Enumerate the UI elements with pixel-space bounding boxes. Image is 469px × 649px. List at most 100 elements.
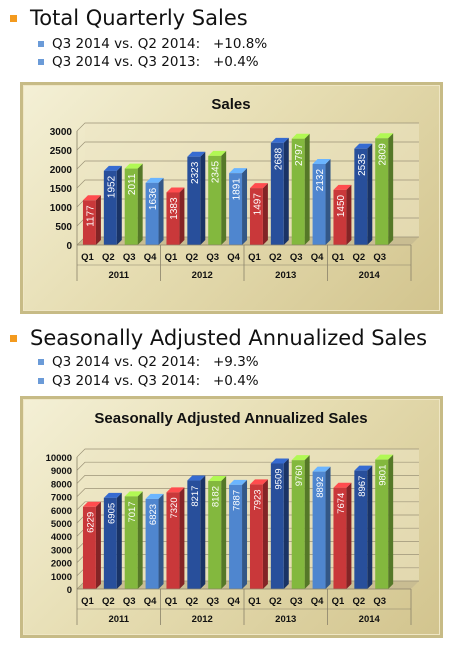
bar-2014-q2: [354, 148, 368, 245]
bar-value-label: 2011: [127, 173, 138, 195]
bar-side: [325, 158, 331, 245]
bar-value-label: 7017: [127, 501, 138, 522]
bar-side: [346, 184, 352, 245]
bar-value-label: 7923: [252, 489, 263, 510]
bar-value-label: 9509: [273, 468, 284, 489]
quarter-label: Q4: [311, 252, 324, 263]
quarter-label: Q2: [185, 596, 198, 607]
bar-top: [166, 487, 185, 493]
bar-2012-q1: [166, 192, 180, 245]
blue-square-bullet-icon: [38, 378, 44, 384]
chart-title: Seasonally Adjusted Annualized Sales: [94, 410, 367, 427]
bar-2013-q2: [270, 463, 284, 589]
quarter-label: Q4: [144, 596, 157, 607]
quarter-label: Q1: [332, 596, 345, 607]
bar-side: [137, 163, 143, 245]
y-tick-label: 2000: [50, 165, 73, 176]
bar-side: [95, 195, 101, 245]
bar-value-label: 1636: [148, 187, 159, 210]
bar-value-label: 8182: [211, 486, 222, 507]
year-label: 2012: [192, 270, 213, 281]
year-label: 2013: [275, 614, 296, 625]
bar-side: [388, 454, 394, 589]
comparison-bullet: Q3 2014 vs. Q2 2014: +9.3%: [38, 354, 259, 370]
bar-side: [158, 493, 164, 589]
bar-side: [242, 479, 248, 589]
orange-square-bullet-icon: [10, 334, 17, 342]
year-label: 2011: [108, 270, 129, 281]
bar-2013-q1: [249, 484, 263, 589]
gridline: [76, 122, 419, 132]
y-tick-label: 1000: [50, 203, 73, 214]
comparison-value: +0.4%: [213, 373, 259, 389]
y-tick-label: 3000: [51, 545, 72, 556]
comparison-bullet: Q3 2014 vs. Q3 2014: +0.4%: [38, 373, 259, 389]
y-tick-label: 0: [66, 241, 72, 252]
bar-top: [333, 184, 352, 190]
bar-side: [200, 475, 206, 589]
bar-side: [242, 168, 248, 245]
bar-top: [312, 466, 331, 472]
bar-top: [187, 151, 206, 157]
chart-title: Sales: [211, 96, 250, 113]
y-tick-label: 0: [67, 585, 72, 596]
comparison-label: Q3 2014 vs. Q2 2014:: [52, 36, 201, 52]
bar-value-label: 1450: [336, 194, 347, 217]
section-title-text: Total Quarterly Sales: [30, 6, 248, 30]
y-tick-label: 4000: [51, 532, 72, 543]
year-label: 2014: [359, 270, 381, 281]
quarter-label: Q2: [185, 252, 198, 263]
bar-top: [270, 458, 289, 464]
bar-2013-q3: [291, 138, 305, 245]
bar-side: [179, 487, 185, 589]
bar-2011-q1: [82, 200, 96, 245]
blue-square-bullet-icon: [38, 59, 44, 65]
comparison-value: +9.3%: [213, 354, 259, 370]
bar-2013-q2: [270, 142, 284, 245]
bar-value-label: 6229: [85, 512, 96, 533]
bar-2013-q4: [312, 163, 326, 245]
quarter-label: Q3: [290, 252, 303, 263]
bar-value-label: 1891: [232, 178, 243, 201]
bar-2011-q2: [103, 170, 117, 245]
bar-top: [124, 163, 143, 169]
bar-2012-q4: [229, 484, 243, 589]
bar-value-label: 7320: [169, 497, 180, 518]
bar-2011-q1: [82, 506, 96, 589]
blue-square-bullet-icon: [38, 359, 44, 365]
bar-value-label: 6905: [106, 503, 117, 524]
bar-side: [304, 133, 310, 245]
year-label: 2012: [192, 614, 213, 625]
bar-top: [208, 475, 227, 481]
bar-top: [270, 137, 289, 143]
saar-chart-panel: Seasonally Adjusted Annualized Sales 0 100…: [20, 396, 443, 638]
bar-side: [221, 150, 227, 245]
bar-top: [375, 454, 394, 460]
comparison-bullet: Q3 2014 vs. Q3 2013: +0.4%: [38, 54, 259, 70]
bar-side: [179, 187, 185, 245]
y-tick-label: 5000: [51, 519, 72, 530]
quarter-label: Q3: [373, 596, 386, 607]
section-title-text: Seasonally Adjusted Annualized Sales: [30, 326, 428, 350]
y-tick-label: 1500: [50, 184, 73, 195]
bar-side: [388, 133, 394, 245]
quarter-label: Q4: [144, 252, 157, 263]
bar-value-label: 2345: [211, 160, 222, 183]
quarter-label: Q1: [165, 596, 178, 607]
year-label: 2014: [359, 614, 381, 625]
bar-2011-q3: [124, 168, 138, 245]
bar-2011-q3: [124, 496, 138, 589]
bar-top: [354, 465, 373, 471]
y-tick-label: 10000: [46, 453, 72, 464]
y-tick-label: 2500: [50, 146, 73, 157]
bar-2014-q3: [375, 138, 389, 245]
quarter-label: Q2: [269, 252, 282, 263]
bar-side: [262, 183, 268, 245]
bar-value-label: 2535: [357, 153, 368, 176]
bar-2013-q1: [249, 188, 263, 245]
bar-top: [82, 195, 101, 201]
bar-top: [291, 455, 310, 461]
bar-side: [367, 465, 373, 589]
quarter-label: Q4: [311, 596, 324, 607]
bar-top: [166, 187, 185, 193]
